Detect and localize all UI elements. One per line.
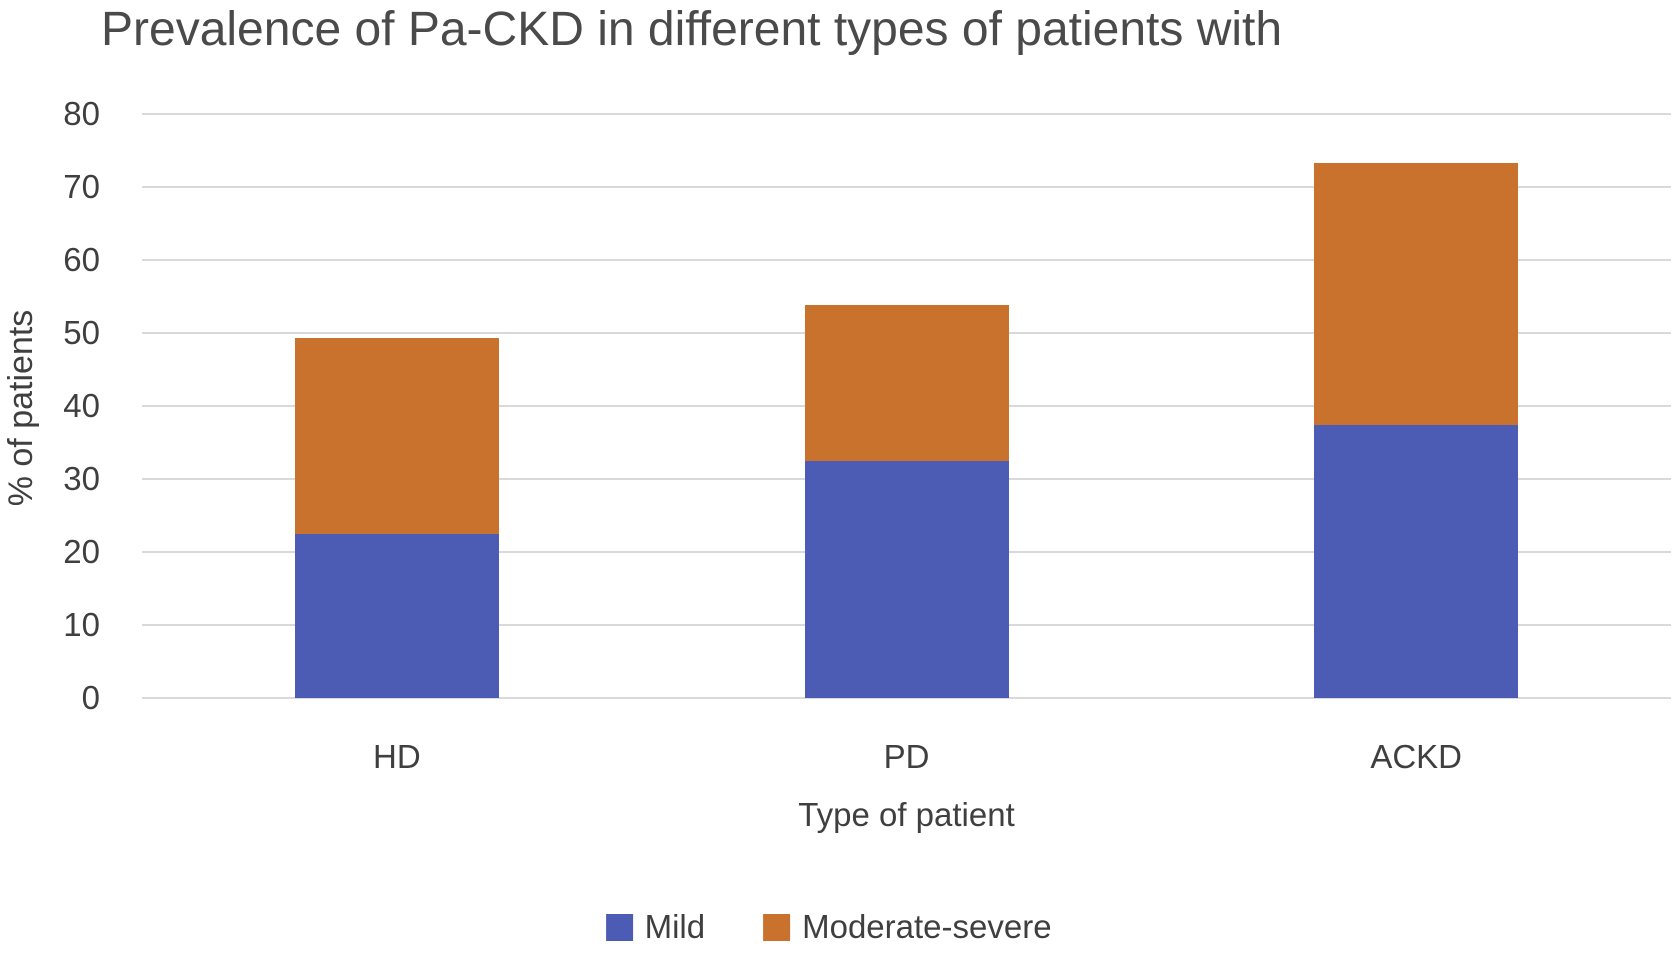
bar-segment-moderate-severe-pd (804, 304, 1009, 461)
legend-item-mild: Mild (605, 908, 706, 946)
x-category-label-pd: PD (883, 738, 930, 775)
y-tick-label-0: 0 (81, 679, 100, 716)
y-tick-label-60: 60 (63, 241, 100, 278)
gridline-y-70 (142, 186, 1671, 188)
y-tick-label-20: 20 (63, 533, 100, 570)
gridline-y-60 (142, 259, 1671, 261)
legend-swatch-icon (605, 913, 633, 941)
bar-segment-mild-ackd (1314, 424, 1519, 698)
y-tick-label-10: 10 (63, 606, 100, 643)
legend: Mild Moderate-severe (605, 908, 1052, 946)
y-tick-label-70: 70 (63, 168, 100, 205)
y-tick-label-50: 50 (63, 314, 100, 351)
bar-segment-mild-hd (294, 533, 499, 698)
x-category-label-hd: HD (372, 738, 421, 775)
bar-segment-mild-pd (804, 460, 1009, 698)
x-category-label-ackd: ACKD (1370, 738, 1462, 775)
gridline-y-0 (142, 697, 1671, 699)
legend-item-moderate-severe: Moderate-severe (763, 908, 1052, 946)
bar-segment-moderate-severe-ackd (1314, 162, 1519, 425)
y-tick-label-40: 40 (63, 387, 100, 424)
y-tick-label-30: 30 (63, 460, 100, 497)
legend-label: Moderate-severe (802, 908, 1052, 945)
bar-segment-moderate-severe-hd (294, 338, 499, 534)
y-axis-title: % of patients (2, 309, 40, 507)
legend-label: Mild (644, 908, 706, 945)
x-axis-title: Type of patient (798, 796, 1015, 833)
chart-title: Prevalence of Pa-CKD in different types … (101, 3, 1283, 56)
y-tick-label-80: 80 (63, 95, 100, 132)
legend-swatch-icon (763, 913, 791, 941)
gridline-y-80 (142, 113, 1671, 115)
